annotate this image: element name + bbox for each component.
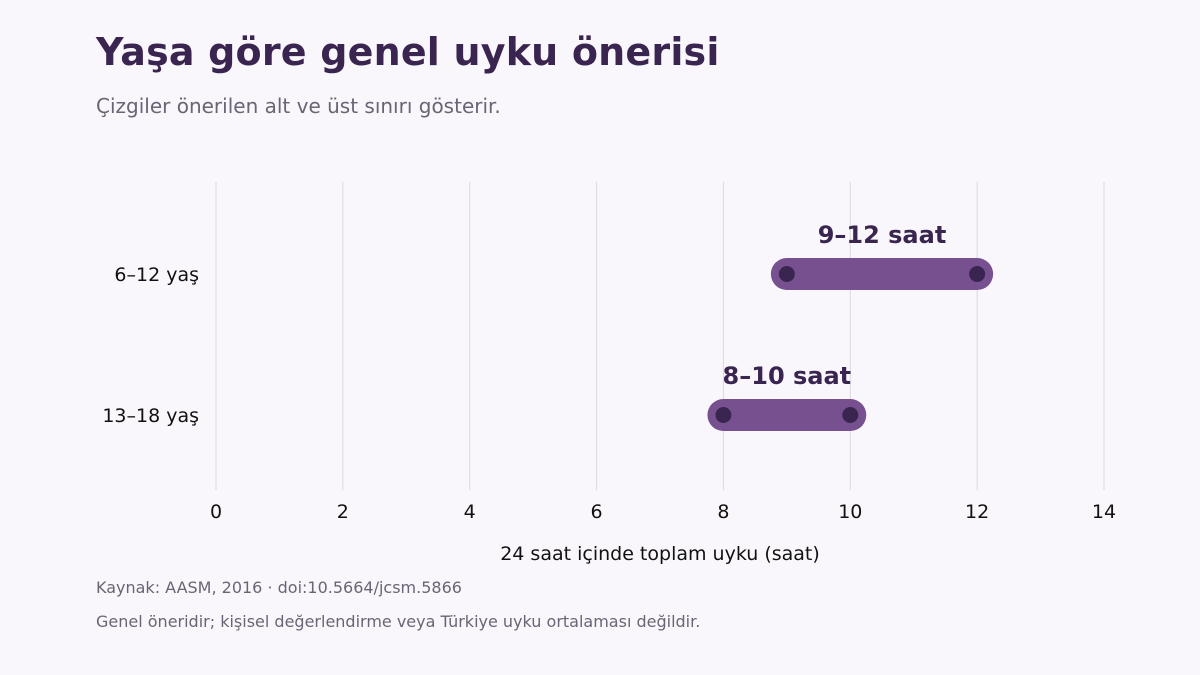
x-tick-label: 2 [337,501,349,523]
range-high-dot [969,266,986,282]
disclaimer-note: Genel öneridir; kişisel değerlendirme ve… [96,612,701,631]
gridlines [215,182,1105,490]
y-category-label: 13–18 yaş [102,405,199,427]
x-tick-label: 6 [591,501,603,523]
axis-labels: 0 2 4 6 8 10 12 14 6–12 yaş 13–18 yaş [102,264,1116,523]
range-bar [707,399,867,431]
range-low-dot [778,266,795,282]
x-tick-label: 8 [717,501,729,523]
range-value-label: 9–12 saat [818,221,947,249]
range-bar [770,258,994,290]
x-tick-label: 4 [464,501,476,523]
x-tick-label: 0 [210,501,222,523]
range-value-label: 8–10 saat [723,362,852,390]
chart-subtitle: Çizgiler önerilen alt ve üst sınırı göst… [96,94,501,118]
range-high-dot [842,407,859,423]
x-axis-title: 24 saat içinde toplam uyku (saat) [500,543,820,565]
x-tick-label: 10 [838,501,862,523]
source-note: Kaynak: AASM, 2016 · doi:10.5664/jcsm.58… [96,578,462,597]
x-tick-label: 14 [1092,501,1116,523]
chart-title: Yaşa göre genel uyku önerisi [96,30,720,74]
x-tick-label: 12 [965,501,989,523]
range-low-dot [715,407,732,423]
range-bars: 9–12 saat 8–10 saat [707,221,994,431]
y-category-label: 6–12 yaş [114,264,199,286]
